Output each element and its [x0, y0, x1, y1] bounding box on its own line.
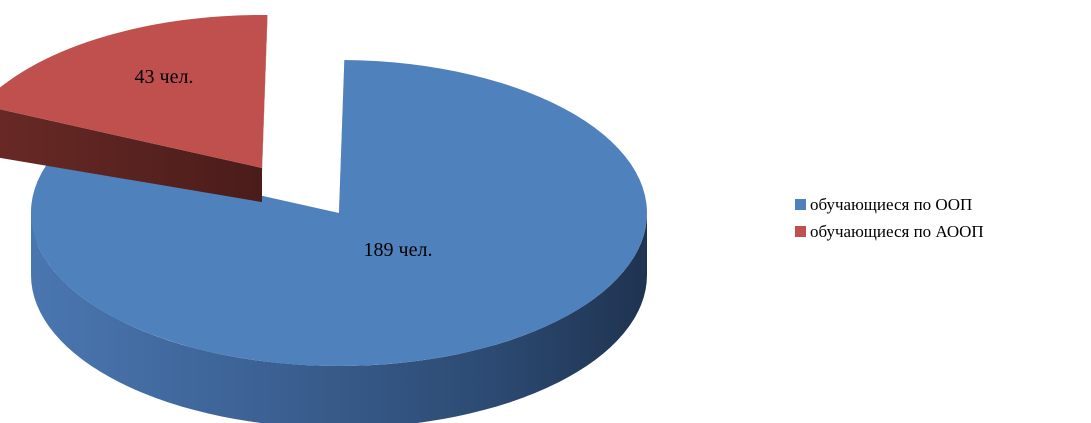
legend: обучающиеся по ООП обучающиеся по АООП: [795, 191, 984, 245]
legend-item-oop: обучающиеся по ООП: [795, 191, 984, 218]
data-label-oop: 189 чел.: [364, 239, 433, 261]
pie-slice-aoop: [0, 14, 268, 203]
pie-top-aoop: [0, 14, 268, 168]
legend-swatch-oop: [795, 199, 806, 210]
pie-side-aoop: [0, 109, 262, 203]
pie-side-oop: [31, 213, 647, 423]
legend-swatch-aoop: [795, 226, 806, 237]
legend-label-oop: обучающиеся по ООП: [810, 194, 973, 214]
legend-item-aoop: обучающиеся по АООП: [795, 218, 984, 245]
legend-label-aoop: обучающиеся по АООП: [810, 221, 984, 241]
pie-top-oop: [30, 60, 647, 366]
pie-inner-aoop: [262, 15, 268, 172]
data-label-aoop: 43 чел.: [135, 66, 194, 88]
pie-slice-oop: [30, 60, 647, 423]
pie-edge-oop: [339, 60, 345, 216]
